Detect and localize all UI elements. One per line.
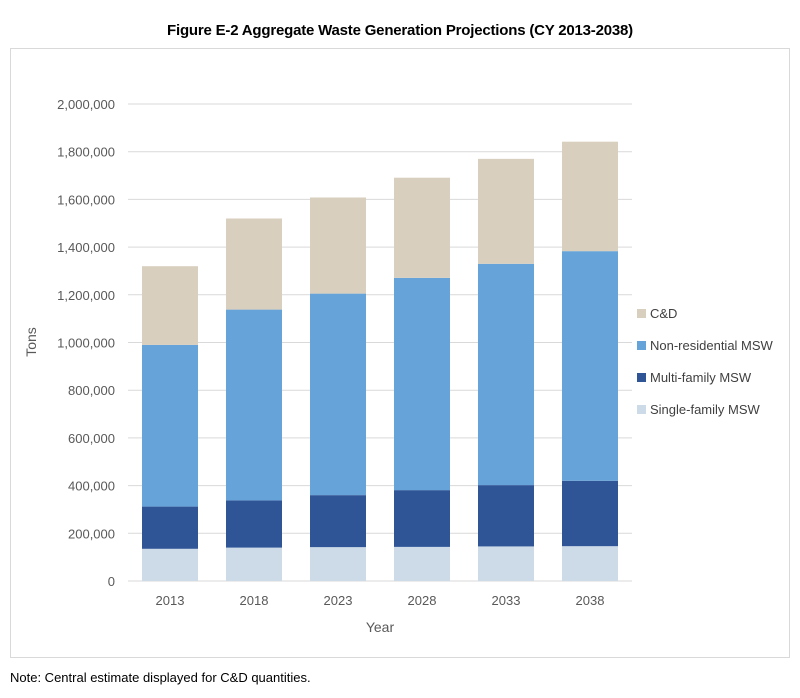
y-tick-label: 1,000,000 (57, 336, 115, 351)
bars (142, 141, 618, 581)
bar-c-d-2023 (310, 197, 366, 294)
y-tick-label: 1,200,000 (57, 288, 115, 303)
bar-single-family-msw-2028 (394, 546, 450, 581)
bar-multi-family-msw-2013 (142, 506, 198, 549)
bar-non-residential-msw-2038 (562, 251, 618, 481)
figure-title: Figure E-2 Aggregate Waste Generation Pr… (167, 22, 633, 39)
figure-note: Note: Central estimate displayed for C&D… (10, 670, 311, 685)
bar-non-residential-msw-2033 (478, 263, 534, 486)
legend-item: Multi-family MSW (637, 361, 773, 393)
bar-non-residential-msw-2028 (394, 277, 450, 491)
bar-multi-family-msw-2018 (226, 500, 282, 548)
legend-item: Non-residential MSW (637, 329, 773, 361)
legend-item: Single-family MSW (637, 393, 773, 425)
y-axis-label: Tons (23, 327, 39, 357)
bar-non-residential-msw-2013 (142, 344, 198, 507)
y-tick-label: 1,800,000 (57, 145, 115, 160)
legend-label: Multi-family MSW (650, 369, 752, 385)
legend-item: C&D (637, 297, 773, 329)
bar-non-residential-msw-2023 (310, 293, 366, 496)
y-tick-label: 2,000,000 (57, 97, 115, 112)
bar-c-d-2038 (562, 141, 618, 252)
legend-swatch (637, 308, 646, 318)
bar-c-d-2028 (394, 177, 450, 278)
x-tick-label: 2033 (492, 593, 521, 608)
legend-label: C&D (650, 305, 678, 321)
bar-single-family-msw-2038 (562, 546, 618, 581)
x-tick-label: 2013 (156, 593, 185, 608)
bar-single-family-msw-2018 (226, 547, 282, 581)
bar-c-d-2018 (226, 218, 282, 310)
y-tick-label: 200,000 (68, 526, 115, 541)
bar-multi-family-msw-2028 (394, 490, 450, 547)
y-tick-label: 1,600,000 (57, 192, 115, 207)
legend-label: Non-residential MSW (650, 337, 773, 353)
bar-multi-family-msw-2023 (310, 495, 366, 548)
x-tick-label: 2023 (324, 593, 353, 608)
legend-label: Single-family MSW (650, 401, 760, 417)
legend-swatch (637, 404, 646, 414)
bar-multi-family-msw-2038 (562, 480, 618, 547)
legend-swatch (637, 372, 646, 382)
x-axis-tick-labels: 2013 2018 2023 2028 2033 2038 (156, 593, 605, 608)
y-tick-label: 0 (108, 574, 115, 589)
bar-single-family-msw-2023 (310, 547, 366, 581)
legend-swatch (637, 340, 646, 350)
gridlines (128, 103, 632, 582)
chart-legend: C&D Non-residential MSW Multi-family MSW Si… (637, 297, 773, 425)
bar-multi-family-msw-2033 (478, 485, 534, 547)
x-tick-label: 2038 (576, 593, 605, 608)
y-tick-label: 1,400,000 (57, 240, 115, 255)
y-tick-label: 400,000 (68, 479, 115, 494)
bar-single-family-msw-2033 (478, 546, 534, 581)
x-tick-label: 2028 (408, 593, 437, 608)
bar-c-d-2013 (142, 266, 198, 345)
bar-c-d-2033 (478, 158, 534, 264)
x-tick-label: 2018 (240, 593, 269, 608)
bar-single-family-msw-2013 (142, 548, 198, 581)
y-tick-label: 800,000 (68, 383, 115, 398)
y-tick-label: 600,000 (68, 431, 115, 446)
x-axis-label: Year (366, 619, 395, 635)
y-axis-tick-labels: 0 200,000 400,000 600,000 800,000 1,000,000 1,… (57, 97, 115, 589)
chart-frame (10, 48, 790, 658)
bar-non-residential-msw-2018 (226, 309, 282, 501)
